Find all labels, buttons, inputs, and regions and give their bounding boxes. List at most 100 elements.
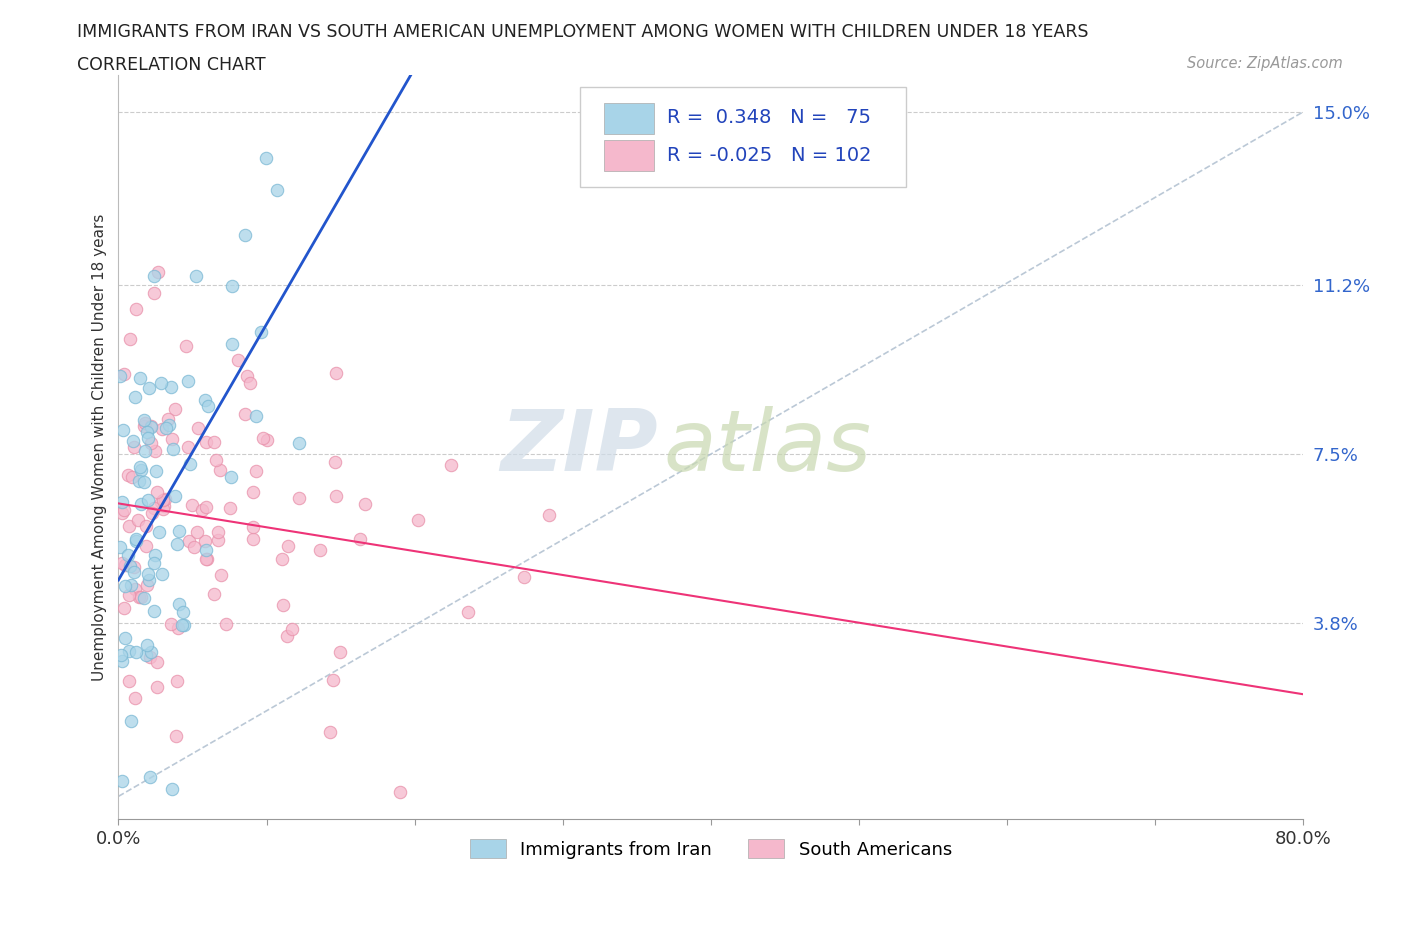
Point (288, 491, 311, 506)
FancyBboxPatch shape (605, 103, 654, 134)
Point (249, 325, 271, 339)
Point (388, 784, 411, 799)
Point (172, 618, 194, 632)
Point (143, 500, 166, 515)
Point (194, 543, 217, 558)
Point (120, 713, 142, 728)
Point (538, 508, 561, 523)
Point (122, 559, 145, 574)
Point (139, 770, 162, 785)
Point (205, 452, 228, 467)
Point (406, 512, 429, 527)
FancyBboxPatch shape (605, 140, 654, 171)
Point (122, 565, 145, 579)
Point (157, 418, 180, 432)
Point (114, 631, 136, 645)
Point (111, 654, 134, 669)
Point (136, 566, 159, 581)
Point (117, 673, 139, 688)
Point (118, 558, 141, 573)
Point (202, 434, 225, 449)
Point (134, 538, 156, 553)
Point (132, 475, 155, 490)
FancyBboxPatch shape (581, 86, 907, 187)
Point (152, 501, 174, 516)
Point (157, 412, 180, 427)
Point (194, 434, 217, 449)
Point (167, 620, 190, 635)
Point (325, 365, 347, 380)
Point (145, 655, 167, 670)
Point (129, 371, 152, 386)
Point (118, 519, 141, 534)
Point (256, 432, 278, 447)
Point (160, 432, 183, 446)
Point (141, 418, 163, 433)
Point (173, 618, 195, 632)
Y-axis label: Unemployment Among Women with Children Under 18 years: Unemployment Among Women with Children U… (93, 214, 107, 681)
Point (194, 533, 217, 548)
Point (150, 566, 173, 581)
Point (242, 532, 264, 547)
Point (139, 435, 162, 450)
Point (150, 422, 173, 437)
Point (120, 578, 142, 592)
Point (169, 596, 191, 611)
Point (162, 442, 184, 457)
Point (135, 648, 157, 663)
Point (112, 422, 135, 437)
Legend: Immigrants from Iran, South Americans: Immigrants from Iran, South Americans (463, 832, 959, 866)
Point (150, 376, 173, 391)
Point (252, 431, 274, 445)
Point (124, 581, 146, 596)
Point (271, 598, 294, 613)
Point (353, 497, 375, 512)
Point (221, 337, 243, 352)
Point (323, 455, 346, 470)
Point (194, 392, 217, 407)
Point (149, 495, 172, 510)
Point (163, 488, 186, 503)
Point (226, 352, 249, 367)
Point (138, 572, 160, 587)
Point (136, 578, 159, 592)
Point (112, 503, 135, 518)
Point (141, 645, 163, 660)
Point (136, 492, 159, 507)
Point (110, 647, 132, 662)
Point (513, 569, 536, 584)
Point (322, 673, 344, 688)
Text: ZIP: ZIP (499, 405, 658, 489)
Point (124, 390, 146, 405)
Point (191, 502, 214, 517)
Point (128, 590, 150, 604)
Point (277, 539, 299, 554)
Point (245, 463, 267, 478)
Point (440, 458, 463, 472)
Point (165, 728, 187, 743)
Point (143, 548, 166, 563)
Point (142, 269, 165, 284)
Point (174, 339, 197, 353)
Point (177, 439, 200, 454)
Point (153, 498, 176, 513)
Point (209, 567, 232, 582)
Point (152, 492, 174, 507)
Point (136, 424, 159, 439)
Point (141, 505, 163, 520)
Point (242, 519, 264, 534)
Point (129, 590, 152, 604)
Point (146, 264, 169, 279)
Point (186, 525, 208, 539)
Point (129, 460, 152, 475)
Point (208, 462, 231, 477)
Point (117, 468, 139, 483)
Point (245, 409, 267, 424)
Point (114, 578, 136, 593)
Point (145, 680, 167, 695)
Point (325, 489, 347, 504)
Point (121, 470, 143, 485)
Point (166, 537, 188, 551)
Point (207, 532, 229, 547)
Point (167, 524, 190, 538)
